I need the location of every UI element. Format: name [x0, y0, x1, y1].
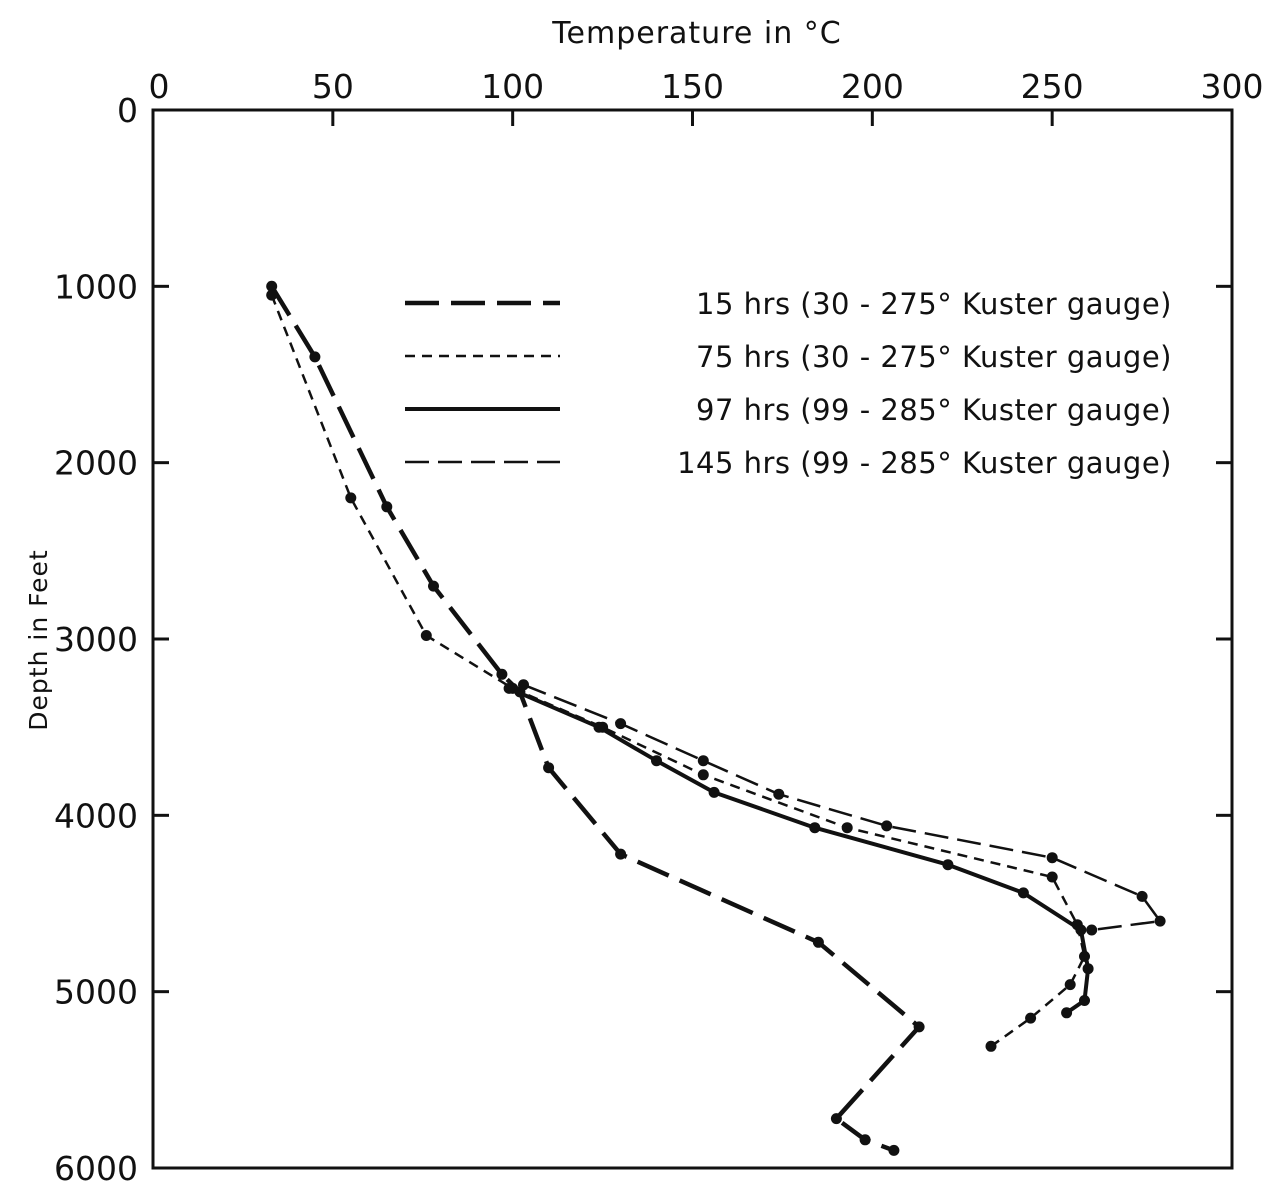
y-tick-label: 6000 [54, 1149, 138, 1188]
x-tick-label: 300 [1201, 67, 1264, 106]
data-point [1025, 1012, 1037, 1024]
data-point [1136, 890, 1148, 902]
data-point [503, 682, 515, 694]
legend-label: 75 hrs (30 - 275° Kuster gauge) [696, 340, 1172, 374]
data-point [615, 718, 627, 730]
y-axis-ticks: 0 1000 2000 3000 4000 5000 6000 [54, 91, 1232, 1188]
data-point [773, 788, 785, 800]
y-tick-label: 3000 [54, 620, 138, 659]
series-1 [266, 280, 925, 1156]
data-point [1046, 852, 1058, 864]
data-point [697, 769, 709, 781]
data-point [830, 1113, 842, 1125]
x-tick-label: 150 [661, 67, 724, 106]
legend-label: 145 hrs (99 - 285° Kuster gauge) [677, 446, 1172, 480]
data-point [809, 822, 821, 834]
data-point [651, 755, 662, 767]
data-point [888, 1144, 900, 1156]
data-point [615, 848, 627, 860]
data-point [1079, 995, 1090, 1006]
data-point [1061, 1007, 1073, 1019]
y-tick-label: 1000 [54, 267, 138, 306]
x-axis-title: Temperature in °C [551, 16, 841, 51]
data-point [1064, 979, 1076, 991]
data-point [428, 580, 439, 592]
data-point [708, 786, 720, 798]
data-point [1086, 924, 1098, 936]
series-layer [266, 280, 1166, 1156]
data-point [345, 492, 357, 504]
legend-item: 75 hrs (30 - 275° Kuster gauge) [405, 340, 1172, 374]
y-axis-title: Depth in Feet [24, 549, 53, 730]
legend-item: 145 hrs (99 - 285° Kuster gauge) [405, 446, 1172, 480]
x-axis-ticks: 0 50 100 150 200 250 300 [149, 67, 1264, 126]
data-point [543, 762, 555, 774]
legend-label: 97 hrs (99 - 285° Kuster gauge) [696, 393, 1172, 427]
y-tick-label: 4000 [54, 796, 138, 835]
x-tick-label: 200 [841, 67, 904, 106]
data-point [812, 936, 824, 948]
data-point [1017, 887, 1029, 899]
data-point [266, 280, 278, 292]
data-point [266, 289, 278, 301]
data-point [859, 1134, 871, 1146]
x-tick-label: 250 [1021, 67, 1084, 106]
data-point [420, 630, 432, 641]
data-point [496, 668, 508, 680]
legend-item: 97 hrs (99 - 285° Kuster gauge) [405, 393, 1172, 427]
legend-item: 15 hrs (30 - 275° Kuster gauge) [405, 287, 1172, 321]
x-tick-label: 50 [312, 67, 354, 106]
x-tick-label: 0 [149, 67, 170, 106]
data-point [381, 501, 393, 513]
data-point [841, 822, 853, 834]
data-point [593, 721, 605, 733]
plot-frame [151, 108, 1234, 1170]
data-point [697, 755, 709, 767]
data-point [1154, 915, 1166, 927]
data-point [1082, 963, 1094, 975]
data-point [913, 1021, 925, 1033]
y-tick-label: 0 [117, 91, 138, 130]
y-tick-label: 2000 [54, 444, 138, 483]
data-point [518, 679, 529, 691]
series-line [523, 683, 1162, 932]
legend: 15 hrs (30 - 275° Kuster gauge) 75 hrs (3… [405, 287, 1172, 480]
legend-label: 15 hrs (30 - 275° Kuster gauge) [696, 287, 1172, 321]
data-point [309, 351, 321, 363]
x-tick-label: 100 [481, 67, 544, 106]
series-3 [503, 682, 1094, 1019]
data-point [1046, 871, 1058, 883]
data-point [1075, 924, 1087, 936]
series-line [508, 686, 1091, 1015]
series-4 [518, 679, 1166, 936]
data-point [942, 859, 954, 871]
y-tick-label: 5000 [54, 973, 138, 1012]
data-point [881, 820, 893, 832]
data-point [985, 1040, 997, 1052]
